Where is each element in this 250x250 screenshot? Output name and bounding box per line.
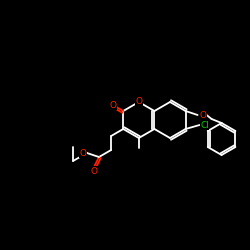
Text: Cl: Cl	[200, 120, 209, 130]
Text: O: O	[199, 110, 206, 120]
Text: O: O	[135, 98, 142, 106]
Text: O: O	[80, 148, 86, 158]
Text: O: O	[90, 166, 98, 175]
Text: O: O	[109, 100, 116, 110]
